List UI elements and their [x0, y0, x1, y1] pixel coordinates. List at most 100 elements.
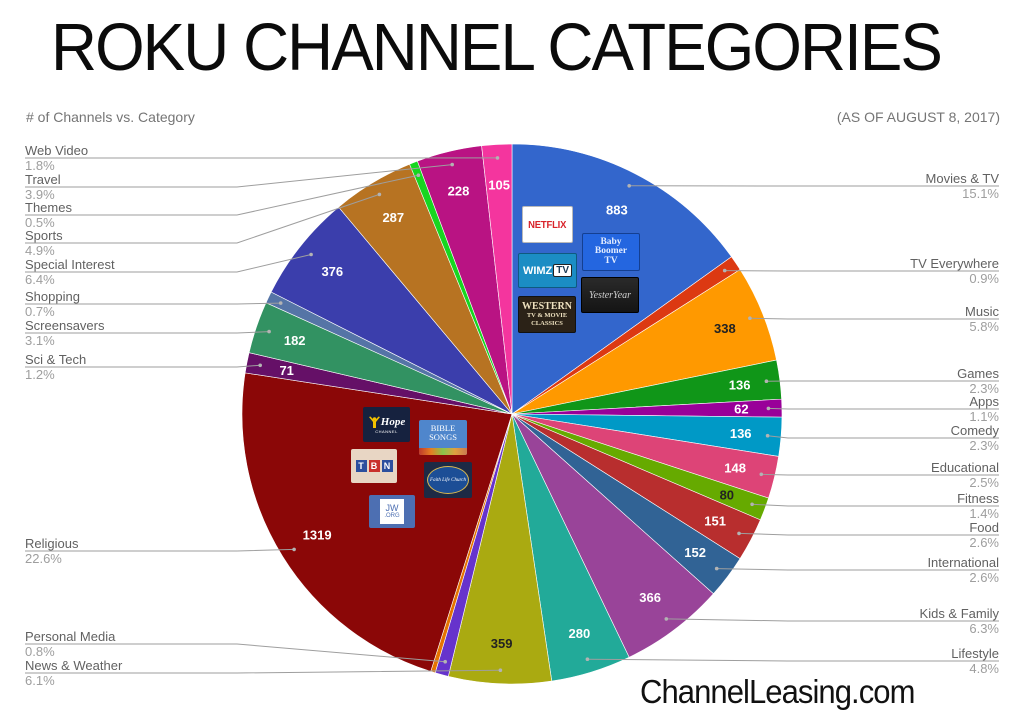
slice-value-label: 359	[491, 636, 513, 651]
slice-value-label: 152	[684, 545, 706, 560]
category-name: Fitness	[957, 491, 999, 506]
slice-value-label: 80	[720, 487, 734, 502]
leader-dot	[309, 252, 313, 257]
category-name: Educational	[931, 460, 999, 475]
leader-dot	[764, 379, 769, 384]
slice-value-label: 136	[729, 377, 751, 392]
logo-text: BIBLE	[430, 423, 456, 433]
slice-value-label: 366	[639, 590, 661, 605]
category-percent: 0.7%	[25, 304, 55, 319]
category-percent: 2.3%	[969, 381, 999, 396]
category-name: Travel	[25, 172, 61, 187]
decorative-strip	[419, 448, 467, 455]
slice-value-label: 338	[714, 321, 736, 336]
category-percent: 2.6%	[969, 535, 999, 550]
leader-dot	[766, 406, 771, 411]
leader-line-lifestyle	[587, 658, 999, 662]
leader-dot	[627, 184, 631, 188]
category-percent: 3.1%	[25, 333, 55, 348]
leader-line-religious	[25, 548, 295, 552]
leader-line-comedy	[767, 435, 999, 439]
slice-value-label: 151	[704, 513, 726, 528]
category-percent: 0.9%	[969, 271, 999, 286]
category-percent: 4.9%	[25, 243, 55, 258]
category-percent: 0.5%	[25, 215, 55, 230]
logo-text: NETFLIX	[528, 218, 567, 231]
category-name: Movies & TV	[926, 171, 1000, 186]
logo-wimz-tv: WIMZ TV	[518, 253, 577, 288]
category-percent: 6.3%	[969, 621, 999, 636]
as-of-date: (AS OF AUGUST 8, 2017)	[836, 109, 1000, 125]
logo-letter: T	[355, 460, 367, 472]
leader-dot	[443, 659, 448, 664]
logo-text: Boomer	[594, 246, 628, 257]
leader-line-international	[716, 568, 999, 571]
leader-dot	[750, 502, 754, 507]
leader-line-educational	[761, 473, 999, 476]
logo-text: CHANNEL	[375, 428, 398, 434]
category-percent: 1.2%	[25, 367, 55, 382]
slice-value-label: 883	[606, 202, 628, 217]
leader-lines	[25, 156, 999, 674]
logo-faith-life-church: Faith Life Church	[424, 462, 472, 498]
logo-text: TV & MOVIE	[526, 312, 568, 319]
category-name: Screensavers	[25, 318, 105, 333]
leader-line-personal-media	[25, 643, 446, 663]
category-name: Lifestyle	[951, 646, 999, 661]
category-name: International	[927, 555, 999, 570]
logo-text: Baby	[600, 236, 622, 247]
leader-line-kids-family	[666, 618, 999, 622]
leader-line-shopping	[25, 302, 281, 305]
page-title: ROKU CHANNEL CATEGORIES	[51, 10, 943, 85]
logo-text: WESTERN	[521, 301, 572, 312]
leader-dot	[278, 301, 283, 305]
leader-line-screensavers	[25, 331, 270, 334]
logo-hope-channel: Hope CHANNEL	[363, 407, 410, 442]
logo-text: YesterYear	[588, 289, 632, 301]
leader-dot	[585, 657, 590, 661]
category-name: TV Everywhere	[910, 256, 999, 271]
leader-dot	[722, 268, 727, 273]
category-name: Music	[965, 304, 999, 319]
leader-dot	[416, 173, 421, 177]
slice-value-label: 182	[284, 333, 306, 348]
leader-line-themes	[25, 174, 419, 216]
logo-text: .ORG	[384, 512, 400, 519]
category-percent: 1.4%	[969, 506, 999, 521]
logo-netflix: NETFLIX	[522, 206, 573, 243]
leader-dot	[498, 668, 503, 672]
leader-dot	[714, 566, 719, 571]
category-percent: 0.8%	[25, 644, 55, 659]
category-percent: 3.9%	[25, 187, 55, 202]
category-name: Food	[969, 520, 999, 535]
category-percent: 15.1%	[962, 186, 999, 201]
leader-dot	[292, 547, 296, 552]
pie-slices	[241, 143, 783, 685]
category-name: Personal Media	[25, 629, 116, 644]
leader-dot	[267, 329, 271, 334]
logo-text: TV	[604, 255, 618, 266]
category-name: Games	[957, 366, 999, 381]
leader-line-travel	[25, 164, 453, 188]
leader-line-sci-tech	[25, 364, 261, 368]
logo-text: SONGS	[429, 432, 457, 442]
category-percent: 4.8%	[969, 661, 999, 676]
slice-value-label: 280	[569, 626, 591, 641]
leader-dot	[759, 472, 764, 477]
